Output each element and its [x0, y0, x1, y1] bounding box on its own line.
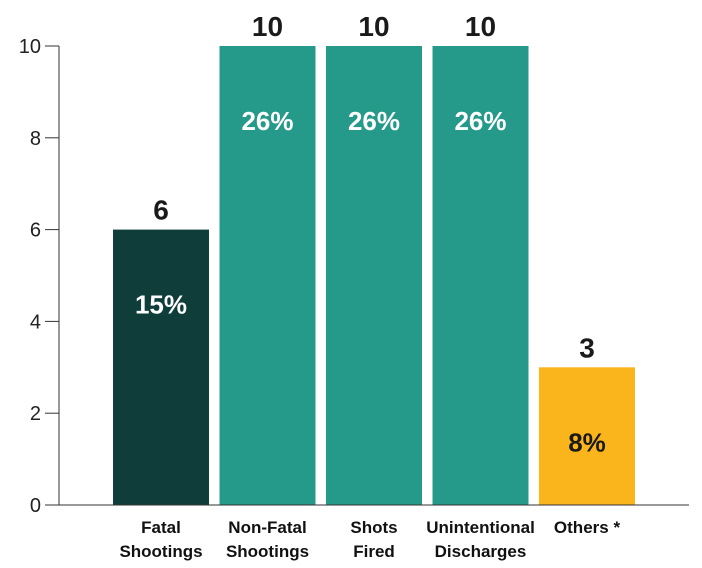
x-category-label: Shootings — [226, 542, 309, 561]
y-axis: 0 2 4 6 8 10 — [19, 36, 60, 517]
y-tick-label: 6 — [30, 220, 41, 242]
x-axis: Fatal Shootings Non-Fatal Shootings Shots Fir… — [59, 504, 689, 561]
bar-percent-label: 26% — [454, 106, 506, 136]
bars — [113, 46, 635, 505]
x-category-label: Unintentional — [426, 518, 535, 537]
y-tick-label: 10 — [19, 36, 41, 58]
bar — [326, 46, 422, 505]
bar — [432, 46, 529, 505]
bar-percent-label: 8% — [568, 427, 606, 457]
y-tick-label: 0 — [30, 495, 41, 517]
bar-value-label: 3 — [579, 332, 595, 363]
bar-value-label: 10 — [252, 11, 283, 42]
bar-percent-label: 26% — [348, 106, 400, 136]
y-tick-label: 2 — [30, 403, 41, 425]
x-category-label: Discharges — [435, 542, 527, 561]
x-category-label: Fatal — [141, 518, 181, 537]
y-tick-label: 4 — [30, 311, 41, 333]
x-category-label: Shootings — [119, 542, 202, 561]
bar-labels: 6 15% 10 26% 10 26% 10 26% 3 8% — [135, 11, 606, 457]
bar — [219, 46, 316, 505]
bar-value-label: 10 — [358, 11, 389, 42]
bar — [113, 229, 209, 505]
x-category-label: Fired — [353, 542, 395, 561]
bar-percent-label: 15% — [135, 290, 187, 320]
bar-percent-label: 26% — [241, 106, 293, 136]
y-tick-label: 8 — [30, 128, 41, 150]
x-category-label: Non-Fatal — [228, 518, 306, 537]
x-category-label: Others * — [554, 518, 621, 537]
bar-value-label: 10 — [465, 11, 496, 42]
bar — [539, 367, 635, 505]
x-category-label: Shots — [350, 518, 397, 537]
bar-value-label: 6 — [153, 195, 169, 226]
